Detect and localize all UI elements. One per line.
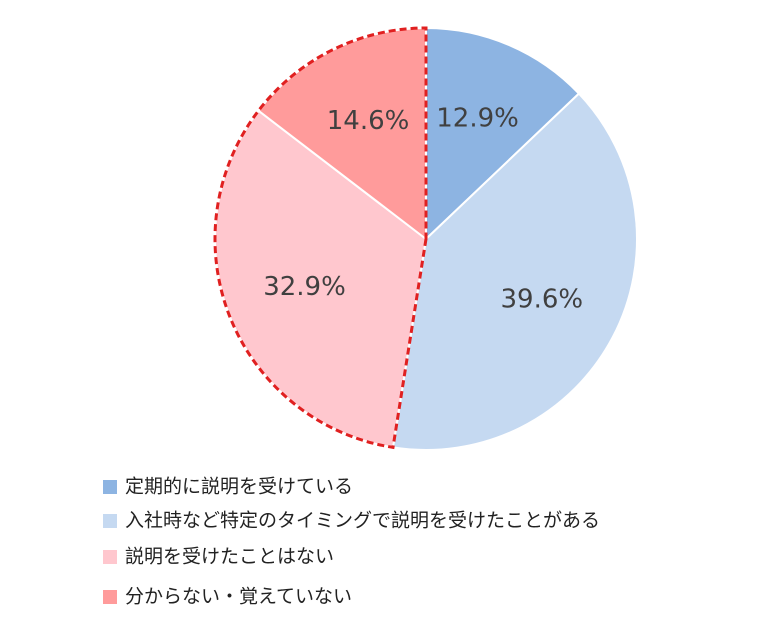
legend-swatch bbox=[103, 550, 117, 564]
value-label: 12.9% bbox=[436, 103, 519, 133]
value-label: 14.6% bbox=[327, 106, 410, 136]
pie-slice bbox=[425, 26, 581, 242]
legend-swatch bbox=[103, 590, 117, 604]
legend-label: 分からない・覚えていない bbox=[125, 586, 352, 608]
highlight-outline bbox=[213, 26, 428, 450]
value-label: 32.9% bbox=[263, 272, 346, 302]
legend-label: 定期的に説明を受けている bbox=[125, 476, 353, 498]
pie-slice bbox=[391, 92, 638, 451]
value-label: 39.6% bbox=[501, 284, 584, 314]
legend-label: 説明を受けたことはない bbox=[125, 546, 334, 568]
legend-swatch bbox=[103, 480, 117, 494]
legend-swatch bbox=[103, 514, 117, 528]
legend-label: 入社時など特定のタイミングで説明を受けたことがある bbox=[125, 510, 600, 532]
